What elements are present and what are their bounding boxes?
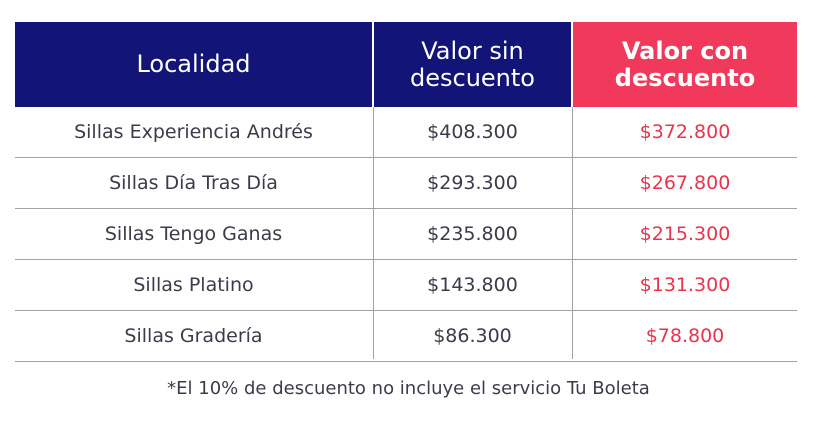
table-row: Sillas Platino $143.800 $131.300 [15, 260, 797, 311]
price-table: Localidad Valor sin descuento Valor con … [15, 22, 797, 362]
price-without-discount-cell: $235.800 [427, 223, 518, 245]
price-without-discount-cell: $293.300 [427, 172, 518, 194]
footnote: *El 10% de descuento no incluye el servi… [167, 378, 650, 399]
column-divider [572, 107, 573, 359]
price-with-discount-cell: $267.800 [639, 172, 731, 194]
table-row: Sillas Gradería $86.300 $78.800 [15, 311, 797, 362]
table-row: Sillas Tengo Ganas $235.800 $215.300 [15, 209, 797, 260]
header-price-without-discount: Valor sin descuento [374, 22, 571, 107]
locality-cell: Sillas Platino [133, 274, 254, 296]
price-without-discount-cell: $408.300 [427, 121, 518, 143]
price-without-discount-cell: $86.300 [433, 325, 512, 347]
price-with-discount-cell: $78.800 [645, 325, 725, 347]
price-without-discount-cell: $143.800 [427, 274, 518, 296]
table-row: Sillas Experiencia Andrés $408.300 $372.… [15, 107, 797, 158]
locality-cell: Sillas Gradería [124, 325, 263, 347]
header-price-with-discount-label: Valor con descuento [614, 36, 756, 92]
price-with-discount-cell: $131.300 [639, 274, 731, 296]
price-with-discount-cell: $372.800 [639, 121, 731, 143]
header-price-with-discount: Valor con descuento [573, 22, 797, 107]
locality-cell: Sillas Día Tras Día [109, 172, 278, 194]
locality-cell: Sillas Experiencia Andrés [74, 121, 313, 143]
locality-cell: Sillas Tengo Ganas [104, 223, 283, 245]
header-locality-label: Localidad [136, 50, 251, 78]
header-locality: Localidad [15, 22, 372, 107]
header-price-without-discount-label: Valor sin descuento [410, 36, 535, 92]
column-divider [373, 107, 374, 359]
price-with-discount-cell: $215.300 [639, 223, 731, 245]
table-row: Sillas Día Tras Día $293.300 $267.800 [15, 158, 797, 209]
